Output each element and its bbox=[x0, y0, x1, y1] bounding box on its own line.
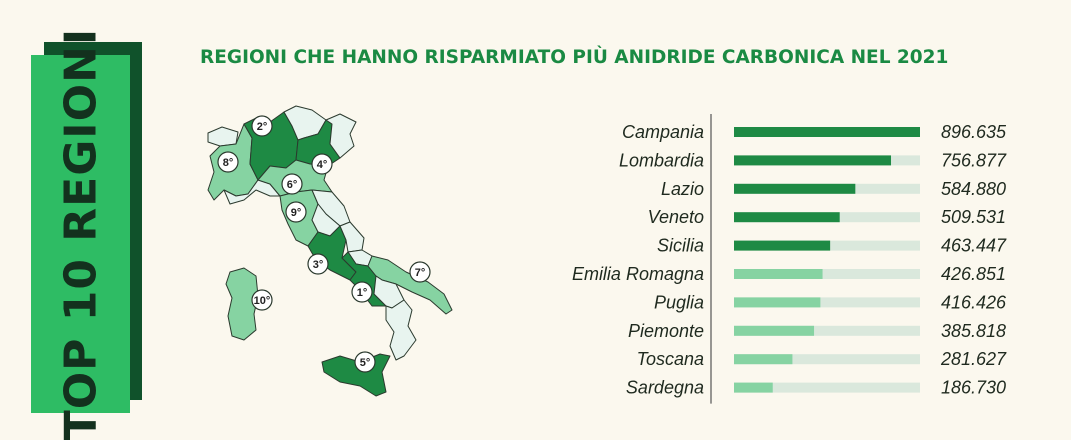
map-badge-label: 6° bbox=[287, 179, 298, 191]
map-badge-3: 3° bbox=[307, 253, 329, 275]
bar-label: Toscana bbox=[637, 349, 704, 369]
bar-value: 186.730 bbox=[941, 378, 1006, 398]
map-badge-label: 2° bbox=[257, 121, 268, 133]
bar bbox=[734, 183, 856, 194]
italy-map: 1° 2° 3° 4° 5° 6° 7° 8° 9° 10° bbox=[207, 105, 453, 397]
bar bbox=[734, 269, 823, 279]
map-region-sardegna bbox=[225, 267, 259, 341]
map-badge-4: 4° bbox=[311, 153, 333, 175]
map-badge-label: 3° bbox=[313, 259, 324, 271]
bar bbox=[734, 325, 815, 336]
bar-label: Emilia Romagna bbox=[572, 264, 704, 284]
map-badge-2: 2° bbox=[251, 115, 273, 137]
bar-value: 584.880 bbox=[941, 179, 1006, 199]
bar-track bbox=[734, 269, 920, 279]
chart-title: REGIONI CHE HANNO RISPARMIATO PIÙ ANIDRI… bbox=[200, 47, 949, 68]
map-badge-10: 10° bbox=[251, 289, 273, 311]
bar-value: 416.426 bbox=[941, 292, 1007, 312]
map-badge-6: 6° bbox=[281, 173, 303, 195]
bar-label: Sicilia bbox=[657, 236, 704, 256]
bar-label: Piemonte bbox=[628, 321, 704, 341]
bar bbox=[734, 382, 773, 393]
bar bbox=[734, 240, 831, 251]
bar-label: Sardegna bbox=[626, 378, 704, 398]
top10-banner: TOP 10 REGIONI bbox=[31, 28, 130, 440]
map-badge-label: 8° bbox=[223, 157, 234, 169]
map-region-calabria bbox=[385, 299, 417, 361]
bar-label: Lazio bbox=[661, 179, 704, 199]
map-badge-label: 9° bbox=[291, 207, 302, 219]
bar-value: 281.627 bbox=[940, 349, 1007, 369]
map-badge-5: 5° bbox=[354, 351, 376, 373]
bar-chart: Campania 896.635 Lombardia 756.877 Lazio 584.… bbox=[572, 114, 1007, 404]
bar bbox=[734, 155, 892, 166]
bar-value: 426.851 bbox=[941, 264, 1006, 284]
map-badge-1: 1° bbox=[351, 281, 373, 303]
bar-value: 896.635 bbox=[941, 122, 1007, 142]
bar-track bbox=[734, 297, 920, 308]
bar bbox=[734, 212, 840, 223]
map-badge-label: 5° bbox=[360, 357, 371, 369]
bar-label: Lombardia bbox=[619, 150, 704, 170]
bar bbox=[734, 297, 821, 308]
bar bbox=[734, 127, 920, 137]
banner-text: TOP 10 REGIONI bbox=[55, 27, 106, 440]
map-badge-label: 1° bbox=[357, 287, 368, 299]
bar-value: 463.447 bbox=[941, 236, 1007, 256]
map-badge-8: 8° bbox=[217, 151, 239, 173]
map-badge-7: 7° bbox=[409, 261, 431, 283]
map-badge-label: 4° bbox=[317, 159, 328, 171]
bar-track bbox=[734, 354, 920, 365]
bar-label: Veneto bbox=[648, 207, 704, 227]
bar-label: Puglia bbox=[654, 292, 704, 312]
map-badge-label: 7° bbox=[415, 267, 426, 279]
bar-value: 509.531 bbox=[941, 207, 1006, 227]
map-region-friuli bbox=[325, 113, 357, 159]
bar-value: 756.877 bbox=[941, 150, 1007, 170]
map-badge-label: 10° bbox=[254, 295, 271, 307]
map-badge-9: 9° bbox=[285, 201, 307, 223]
bar-track bbox=[734, 382, 920, 393]
bar-label: Campania bbox=[622, 122, 704, 142]
map-region-valle-daosta bbox=[207, 126, 239, 147]
bar bbox=[734, 354, 793, 365]
bar-track bbox=[734, 325, 920, 336]
bar-value: 385.818 bbox=[941, 321, 1006, 341]
